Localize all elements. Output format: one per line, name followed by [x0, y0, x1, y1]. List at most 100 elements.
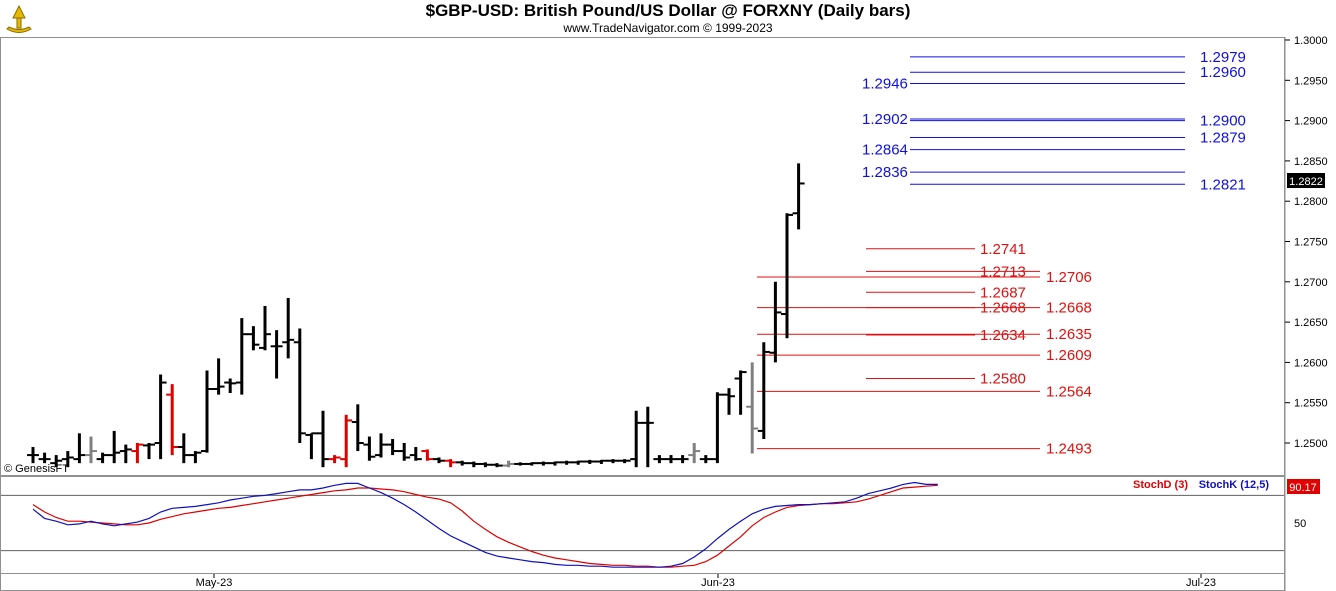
- ohlc-bar: [514, 462, 527, 466]
- ohlc-bar: [479, 462, 492, 468]
- ohlc-bar: [537, 461, 550, 466]
- ohlc-bar: [549, 461, 561, 466]
- ohlc-bar: [433, 457, 445, 464]
- ohlc-bar: [781, 213, 793, 339]
- ohlc-bar: [259, 305, 271, 351]
- ohlc-bar: [50, 455, 63, 468]
- price-tick-label: 1.2500: [1294, 438, 1328, 450]
- ohlc-bar: [38, 452, 51, 464]
- ohlc-bar: [572, 460, 585, 465]
- stoch-k-line: [32, 481, 938, 568]
- support-label: 1.2493: [1046, 441, 1092, 458]
- ohlc-bar: [212, 358, 225, 395]
- support-label: 1.2580: [980, 371, 1026, 388]
- ohlc-bar: [711, 392, 724, 464]
- resistance-label: 1.2902: [862, 111, 908, 128]
- resistance-label: 1.2960: [1200, 64, 1246, 81]
- legend-stoch-k: StochK (12,5): [1199, 479, 1270, 491]
- ohlc-bar: [166, 384, 179, 456]
- price-axis: 1.2500 1.2550 1.2600 1.2650 1.2700 1.2750 1.28…: [1285, 35, 1328, 450]
- price-tick-label: 1.2900: [1294, 116, 1328, 128]
- ohlc-bar: [618, 459, 631, 464]
- ohlc-bar: [688, 443, 701, 464]
- ohlc-bar: [293, 328, 306, 443]
- support-label: 1.2741: [980, 241, 1026, 258]
- ohlc-bar: [270, 330, 283, 379]
- support-label: 1.2687: [980, 284, 1026, 301]
- stochastic-panel: [0, 476, 1285, 574]
- ohlc-bar: [630, 410, 643, 468]
- ohlc-bar: [375, 433, 387, 458]
- legend-stoch-d: StochD (3): [1133, 479, 1188, 491]
- support-label: 1.2668: [980, 300, 1026, 317]
- ohlc-bar: [235, 318, 248, 395]
- price-tick-label: 1.2750: [1294, 237, 1328, 249]
- ohlc-bar: [444, 459, 457, 468]
- ohlc-bar: [676, 455, 689, 464]
- price-tick-label: 1.2850: [1294, 156, 1328, 168]
- price-tick-label: 1.2950: [1294, 75, 1328, 87]
- price-tick-label: 1.2650: [1294, 317, 1328, 329]
- ohlc-bar: [456, 460, 469, 466]
- price-tick-label: 1.2800: [1294, 196, 1328, 208]
- resistance-label: 1.2900: [1200, 113, 1246, 130]
- chart-title: $GBP-USD: British Pound/US Dollar @ FORX…: [425, 1, 911, 20]
- price-tick-label: 1.2550: [1294, 398, 1328, 410]
- ohlc-bar: [583, 459, 596, 464]
- ohlc-bar: [595, 459, 608, 464]
- support-label: 1.2634: [980, 327, 1026, 344]
- ohlc-bar: [467, 461, 480, 468]
- ohlc-bar: [317, 410, 329, 468]
- ohlc-bar: [201, 370, 213, 453]
- ohlc-bar: [491, 463, 503, 468]
- support-label: 1.2668: [1046, 300, 1092, 317]
- stochastic-lines: 50: [1, 481, 1306, 568]
- ohlc-bar: [363, 436, 376, 461]
- time-tick-label: Jun-23: [701, 577, 735, 589]
- ohlc-bar: [96, 452, 109, 464]
- resistance-label: 1.2946: [862, 76, 908, 93]
- resistance-label: 1.2836: [862, 164, 908, 181]
- last-price-label: 1.2822: [1289, 176, 1323, 188]
- ohlc-bar: [746, 362, 759, 454]
- ohlc-bar: [282, 297, 295, 359]
- watermark: © GenesisFT: [4, 463, 69, 475]
- support-label: 1.2635: [1046, 326, 1092, 343]
- ohlc-bar: [177, 433, 190, 464]
- price-tick-label: 1.2600: [1294, 357, 1328, 369]
- ohlc-bar: [224, 378, 237, 394]
- ohlc-bar: [560, 460, 573, 465]
- resistance-label: 1.2879: [1200, 130, 1246, 147]
- ohlc-bar: [757, 342, 770, 439]
- support-label: 1.2706: [1046, 269, 1092, 286]
- price-tick-label: 1.2700: [1294, 277, 1328, 289]
- ohlc-bar: [502, 460, 515, 468]
- ohlc-bar: [607, 459, 619, 464]
- stoch-value-box: 90.17: [1287, 479, 1320, 494]
- ohlc-bar: [421, 449, 434, 461]
- ohlc-bar: [792, 163, 805, 230]
- stoch-tick-label: 50: [1294, 518, 1306, 530]
- ohlc-bar: [305, 432, 318, 460]
- time-tick-label: Jul-23: [1186, 577, 1216, 589]
- ohlc-bar: [108, 430, 121, 464]
- ohlc-bar: [398, 443, 411, 461]
- stoch-d-line: [32, 484, 938, 568]
- ohlc-bar: [154, 374, 167, 460]
- resistance-label: 1.2821: [1200, 176, 1246, 193]
- support-label: 1.2564: [1046, 383, 1092, 400]
- ohlc-bar: [85, 436, 97, 464]
- ohlc-bar: [665, 455, 677, 464]
- ohlc-bar: [340, 414, 353, 468]
- ohlc-bar: [73, 433, 86, 464]
- ohlc-bar: [131, 443, 144, 464]
- ohlc-bar: [409, 447, 422, 461]
- price-bars: [27, 163, 805, 468]
- ohlc-bar: [525, 462, 538, 466]
- ohlc-bar: [328, 455, 341, 464]
- resistance-label: 1.2979: [1200, 49, 1246, 66]
- last-price-box: 1.2822: [1287, 173, 1325, 188]
- price-tick-label: 1.3000: [1294, 35, 1328, 47]
